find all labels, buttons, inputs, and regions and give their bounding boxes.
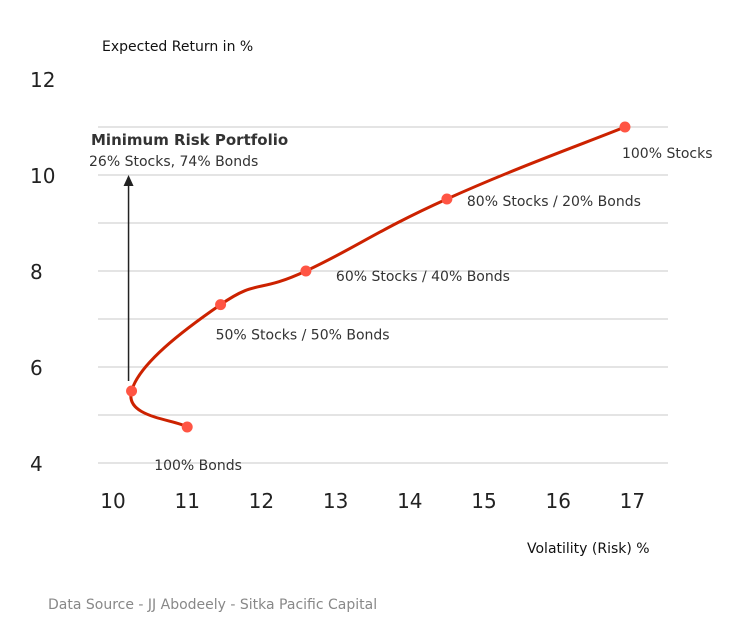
data-point-label: 100% Stocks <box>622 146 713 162</box>
x-tick-label: 15 <box>471 489 496 513</box>
min-risk-annotation: Minimum Risk Portfolio 26% Stocks, 74% B… <box>89 131 288 381</box>
y-tick-label: 4 <box>30 452 43 476</box>
y-tick-label: 12 <box>30 68 55 92</box>
x-tick-label: 12 <box>249 489 274 513</box>
data-points <box>126 121 631 433</box>
data-point-label: 80% Stocks / 20% Bonds <box>467 194 641 210</box>
data-point <box>215 299 227 311</box>
x-tick-label: 11 <box>174 489 199 513</box>
data-point-label: 50% Stocks / 50% Bonds <box>216 328 390 344</box>
data-point <box>126 385 138 397</box>
x-tick-label: 16 <box>545 489 570 513</box>
point-labels: 100% Bonds 50% Stocks / 50% Bonds 60% Stoc… <box>154 146 712 474</box>
x-tick-label: 14 <box>397 489 422 513</box>
annotation-subtitle: 26% Stocks, 74% Bonds <box>89 154 258 170</box>
x-tick-label: 17 <box>620 489 645 513</box>
x-tick-label: 10 <box>100 489 125 513</box>
data-point <box>300 265 312 277</box>
x-axis-ticks: 10 11 12 13 14 15 16 17 <box>100 489 645 513</box>
grid-lines <box>98 126 668 464</box>
y-axis-label: Expected Return in % <box>102 39 253 55</box>
x-tick-label: 13 <box>323 489 348 513</box>
data-point <box>619 121 631 133</box>
y-axis-ticks: 4 6 8 10 12 <box>30 68 55 476</box>
annotation-arrowhead <box>123 175 134 186</box>
data-source-text: Data Source - JJ Abodeely - Sitka Pacifi… <box>48 597 378 613</box>
data-point-label: 100% Bonds <box>154 458 242 474</box>
y-tick-label: 6 <box>30 356 43 380</box>
y-tick-label: 10 <box>30 164 55 188</box>
x-axis-label: Volatility (Risk) % <box>527 541 650 557</box>
annotation-title: Minimum Risk Portfolio <box>91 131 288 149</box>
y-tick-label: 8 <box>30 260 43 284</box>
data-point <box>181 421 193 433</box>
data-point <box>441 193 453 205</box>
data-point-label: 60% Stocks / 40% Bonds <box>336 269 510 285</box>
